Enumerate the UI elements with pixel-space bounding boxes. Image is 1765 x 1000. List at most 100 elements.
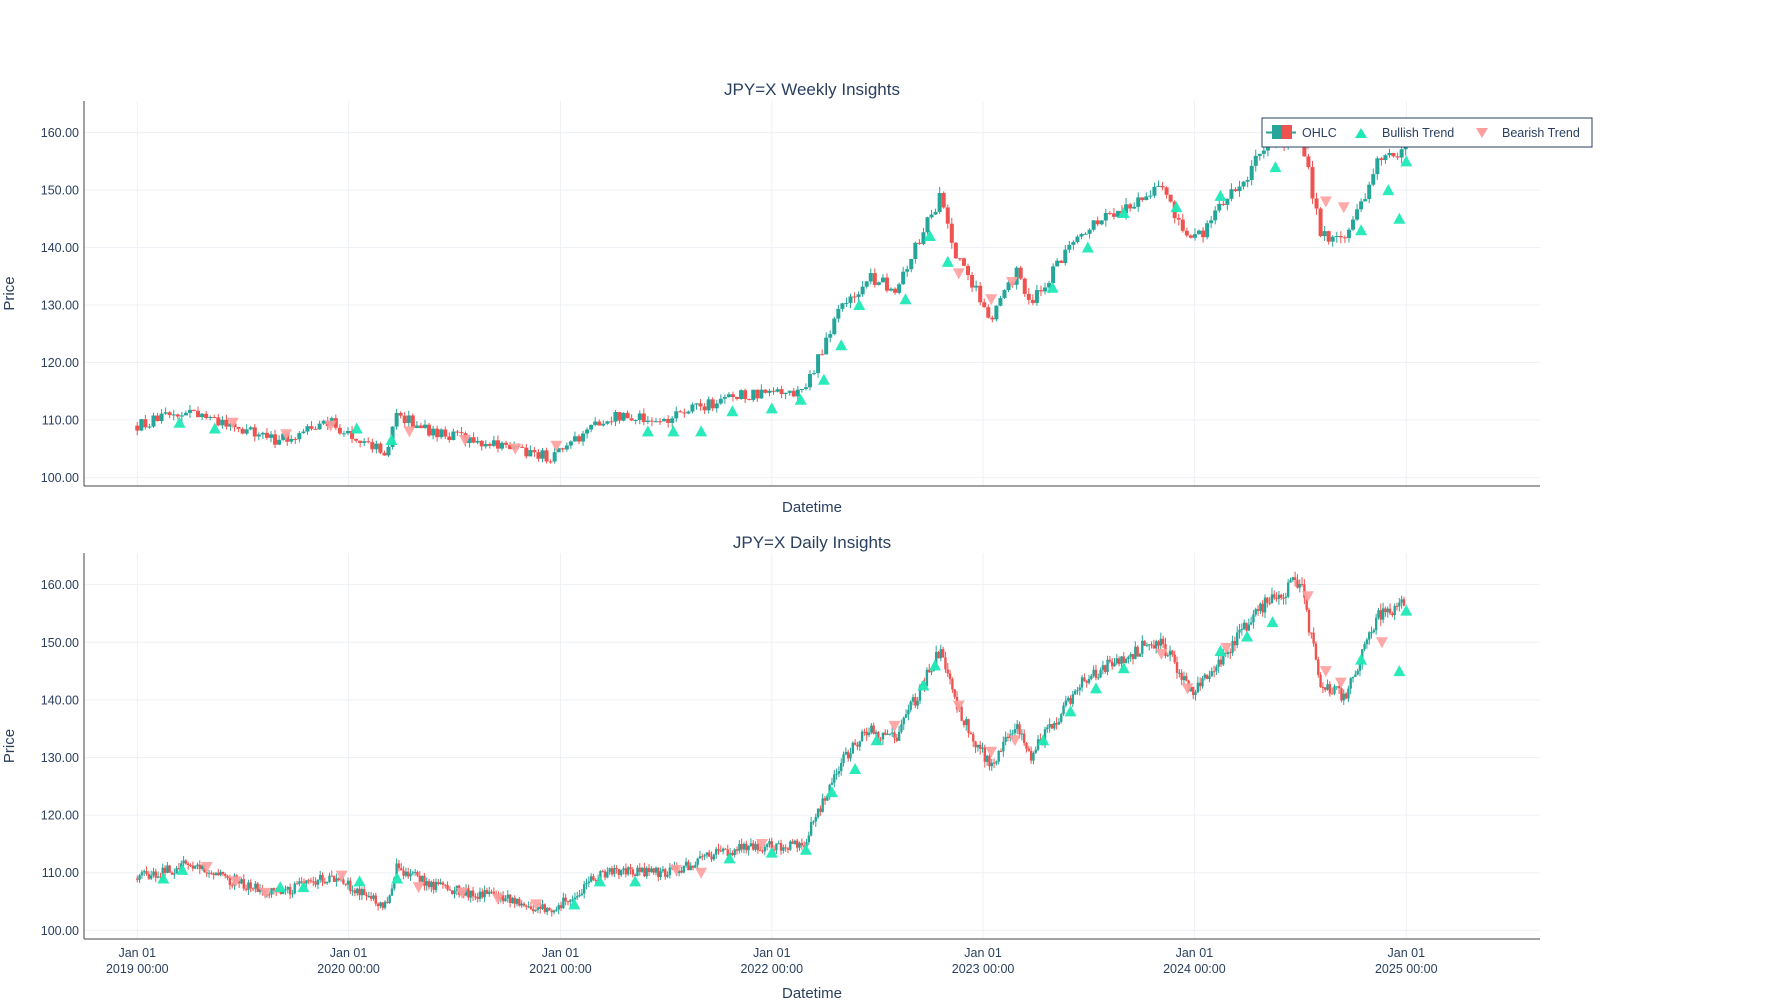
candle-body <box>593 421 598 425</box>
candle-body <box>1393 605 1396 616</box>
candle-body <box>159 413 164 422</box>
candle-body <box>1184 230 1189 236</box>
bullish-marker <box>1046 281 1059 293</box>
candle-body <box>754 844 757 850</box>
candle-body <box>1164 187 1169 195</box>
candle-body <box>705 852 709 856</box>
bearish-marker <box>1337 202 1350 214</box>
candle-body <box>1402 599 1406 606</box>
candle-body <box>789 841 792 850</box>
x-tick-label: 2022 00:00 <box>740 962 803 976</box>
candle-body <box>740 844 743 850</box>
candle-body <box>735 849 739 851</box>
candle-body <box>1168 650 1172 656</box>
candle-body <box>1349 678 1352 689</box>
chart-legend[interactable]: OHLC Bullish Trend Bearish Trend <box>1261 117 1593 148</box>
candle-body <box>835 773 838 775</box>
candle-body <box>749 843 753 846</box>
candle-body <box>317 423 322 430</box>
candle-body <box>475 440 480 443</box>
bearish-marker <box>755 838 768 850</box>
candle-body <box>562 897 565 909</box>
candle-body <box>400 868 403 871</box>
candle-body <box>402 415 407 424</box>
candle-body <box>680 870 683 873</box>
candle-body <box>1359 201 1364 210</box>
candle-body <box>576 436 581 442</box>
candle-body <box>1122 656 1125 664</box>
candle-body <box>313 428 318 430</box>
candle-body <box>1022 733 1026 743</box>
candle-body <box>490 891 493 893</box>
candle-body <box>1071 241 1076 245</box>
candle-body <box>395 863 398 879</box>
candle-body <box>585 429 590 434</box>
candle-body <box>1051 266 1056 283</box>
candle-body <box>1237 186 1242 192</box>
candle-body <box>1203 674 1207 679</box>
candle-body <box>1266 597 1269 603</box>
candle-body <box>1148 644 1151 646</box>
candle-body <box>1355 209 1360 220</box>
candle-body <box>1306 156 1311 168</box>
candle-body <box>1159 638 1163 646</box>
candle-body <box>1034 749 1037 753</box>
candle-body <box>1106 659 1109 672</box>
candle-body <box>529 906 533 910</box>
bearish-marker <box>952 268 965 280</box>
candle-body <box>1319 674 1322 687</box>
candle-body <box>1215 666 1218 672</box>
candle-body <box>569 900 572 902</box>
bearish-marker <box>324 420 337 432</box>
bearish-marker <box>1181 683 1194 695</box>
bullish-marker <box>1037 734 1050 746</box>
candle-body <box>865 731 868 736</box>
candle-body <box>1365 639 1369 645</box>
candle-body <box>1132 206 1137 209</box>
candle-body <box>1201 230 1206 238</box>
candle-body <box>610 868 614 875</box>
candle-body <box>1305 597 1308 610</box>
candle-body <box>289 438 294 442</box>
triangle-down-icon <box>1476 128 1488 138</box>
candle-body <box>1030 299 1035 303</box>
candle-body <box>342 879 345 884</box>
candle-body <box>1245 179 1250 182</box>
candle-body <box>743 390 748 400</box>
candle-body <box>288 886 292 895</box>
candle-body <box>897 731 901 741</box>
candle-body <box>418 875 421 882</box>
candle-body <box>1312 632 1315 644</box>
candle-body <box>1166 655 1169 657</box>
candle-body <box>1358 663 1362 671</box>
candle-body <box>884 732 887 735</box>
y-tick-label: 160.00 <box>41 578 79 592</box>
candle-body <box>934 651 938 668</box>
candle-body <box>840 303 845 309</box>
candle-body <box>1363 199 1368 202</box>
candle-body <box>948 673 952 680</box>
candle-body <box>916 700 919 706</box>
candle-body <box>800 842 804 846</box>
candle-body <box>652 868 655 873</box>
bearish-marker <box>403 426 416 438</box>
candle-body <box>1115 210 1120 217</box>
candle-body <box>939 649 943 659</box>
candle-body <box>140 872 144 876</box>
candle-body <box>637 413 642 421</box>
legend-item-bullish[interactable]: Bullish Trend <box>1355 126 1454 140</box>
candle-body <box>138 875 141 880</box>
legend-item-ohlc[interactable]: OHLC <box>1266 125 1337 140</box>
candle-body <box>216 417 221 426</box>
candle-body <box>978 744 982 749</box>
candle-body <box>1225 198 1230 205</box>
candle-body <box>548 907 551 911</box>
y-tick-label: 100.00 <box>41 924 79 938</box>
candle-body <box>1275 598 1278 600</box>
candle-body <box>414 425 419 429</box>
legend-item-bearish[interactable]: Bearish Trend <box>1476 126 1580 140</box>
candle-body <box>893 732 896 738</box>
candle-body <box>191 409 196 411</box>
candle-body <box>277 439 282 445</box>
candle-body <box>520 903 523 906</box>
